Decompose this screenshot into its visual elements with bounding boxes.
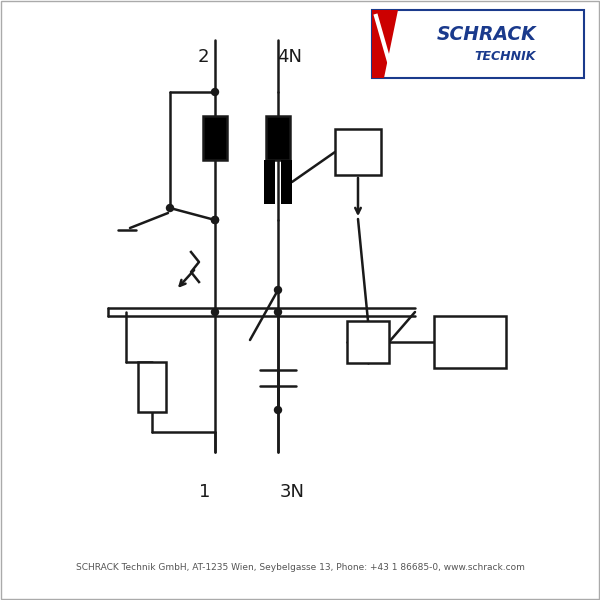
Circle shape	[212, 88, 218, 95]
Bar	[372, 10, 584, 78]
Circle shape	[275, 308, 281, 316]
Bar	[138, 362, 166, 412]
Bar	[264, 160, 275, 204]
Bar	[434, 316, 506, 368]
Text: H: H	[461, 330, 479, 354]
Text: 2: 2	[197, 48, 209, 66]
Circle shape	[212, 308, 218, 316]
Bar	[266, 116, 290, 160]
Text: 1: 1	[199, 483, 211, 501]
Text: SCHRACK Technik GmbH, AT-1235 Wien, Seybelgasse 13, Phone: +43 1 86685-0, www.sc: SCHRACK Technik GmbH, AT-1235 Wien, Seyb…	[76, 563, 524, 572]
Text: SCHRACK: SCHRACK	[437, 25, 537, 44]
Circle shape	[275, 407, 281, 413]
Text: 3N: 3N	[280, 483, 305, 501]
Bar	[281, 160, 292, 204]
Polygon shape	[372, 10, 398, 78]
Bar	[347, 321, 389, 363]
Text: TECHNIK: TECHNIK	[475, 49, 536, 62]
Bar	[335, 129, 381, 175]
Circle shape	[212, 217, 218, 223]
Circle shape	[212, 217, 218, 223]
Circle shape	[167, 205, 173, 211]
Circle shape	[275, 286, 281, 293]
Bar	[203, 116, 227, 160]
Text: 4N: 4N	[277, 48, 302, 66]
